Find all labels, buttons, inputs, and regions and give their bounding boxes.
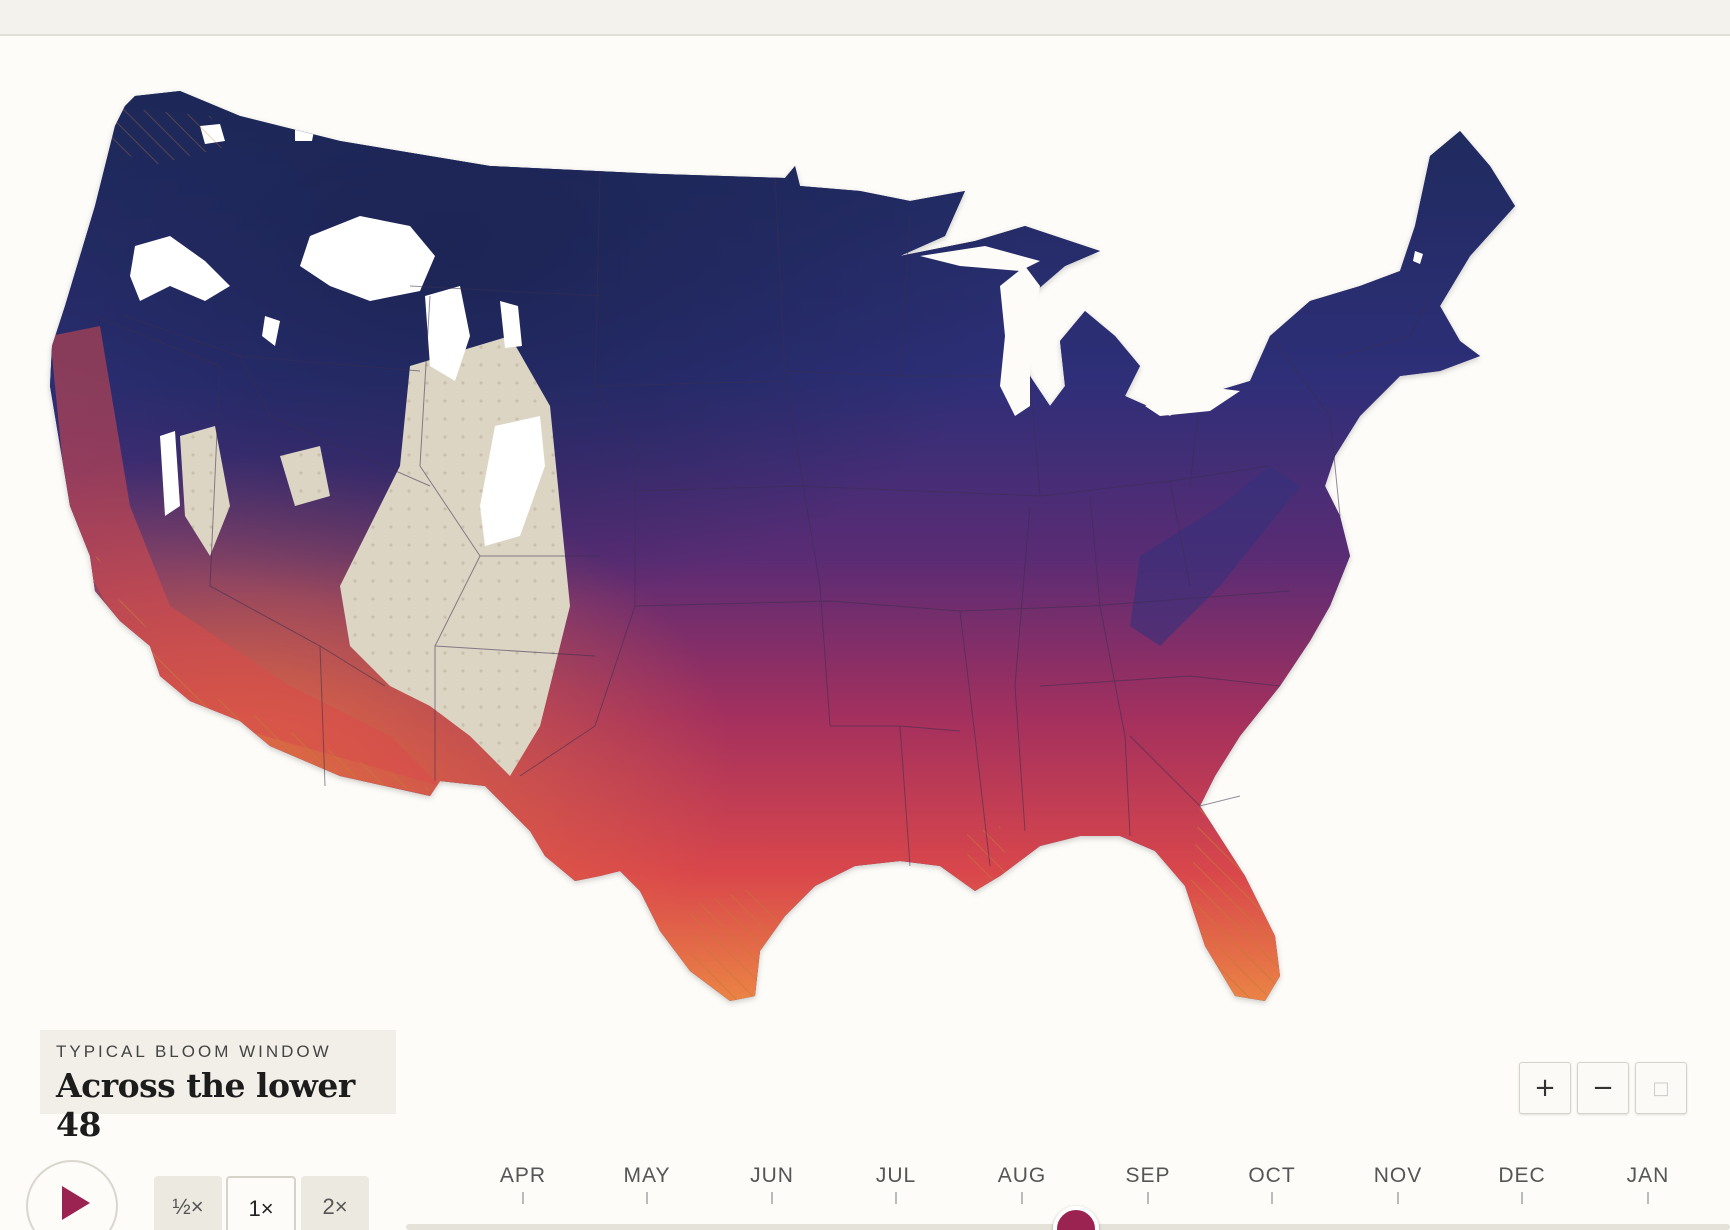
- great-lakes: [920, 246, 1240, 416]
- us-map-svg[interactable]: [40, 86, 1690, 1136]
- speed-1x-button[interactable]: 1×: [226, 1176, 296, 1230]
- timeline-tick: [895, 1192, 897, 1204]
- month-label-jan: JAN: [1626, 1164, 1670, 1187]
- timeline-tick: [1521, 1192, 1523, 1204]
- zoom-reset-button[interactable]: □: [1635, 1062, 1687, 1114]
- caption-title: Across the lower 48: [56, 1066, 355, 1144]
- month-label-may: MAY: [623, 1164, 671, 1187]
- bloom-map[interactable]: [40, 86, 1690, 1136]
- month-label-apr: APR: [499, 1164, 547, 1187]
- timeline-tick: [646, 1192, 648, 1204]
- top-bar: [0, 0, 1730, 36]
- zoom-out-button[interactable]: −: [1577, 1062, 1629, 1114]
- timeline-tick: [522, 1192, 524, 1204]
- timeline-tick: [1647, 1192, 1649, 1204]
- play-icon: [62, 1186, 90, 1220]
- play-button[interactable]: [26, 1160, 118, 1230]
- month-label-nov: NOV: [1373, 1164, 1423, 1187]
- month-label-sep: SEP: [1125, 1164, 1171, 1187]
- zoom-in-button[interactable]: +: [1519, 1062, 1571, 1114]
- timeline-tick: [771, 1192, 773, 1204]
- timeline-tick: [1147, 1192, 1149, 1204]
- timeline-tick: [1021, 1192, 1023, 1204]
- bloom-raster: [50, 91, 1515, 1001]
- caption-kicker: TYPICAL BLOOM WINDOW: [56, 1042, 332, 1061]
- speed-2x-button[interactable]: 2×: [301, 1176, 369, 1230]
- speed-half-button[interactable]: ½×: [154, 1176, 222, 1230]
- timeline-tick: [1271, 1192, 1273, 1204]
- month-label-jul: JUL: [875, 1164, 917, 1187]
- month-label-oct: OCT: [1248, 1164, 1296, 1187]
- state-borders: [94, 170, 1431, 867]
- month-label-aug: AUG: [997, 1164, 1047, 1187]
- month-label-jun: JUN: [750, 1164, 794, 1187]
- map-caption: TYPICAL BLOOM WINDOW Across the lower 48: [40, 1030, 396, 1144]
- month-label-dec: DEC: [1498, 1164, 1546, 1187]
- timeline-tick: [1397, 1192, 1399, 1204]
- timeline-scrubber[interactable]: [1053, 1206, 1099, 1230]
